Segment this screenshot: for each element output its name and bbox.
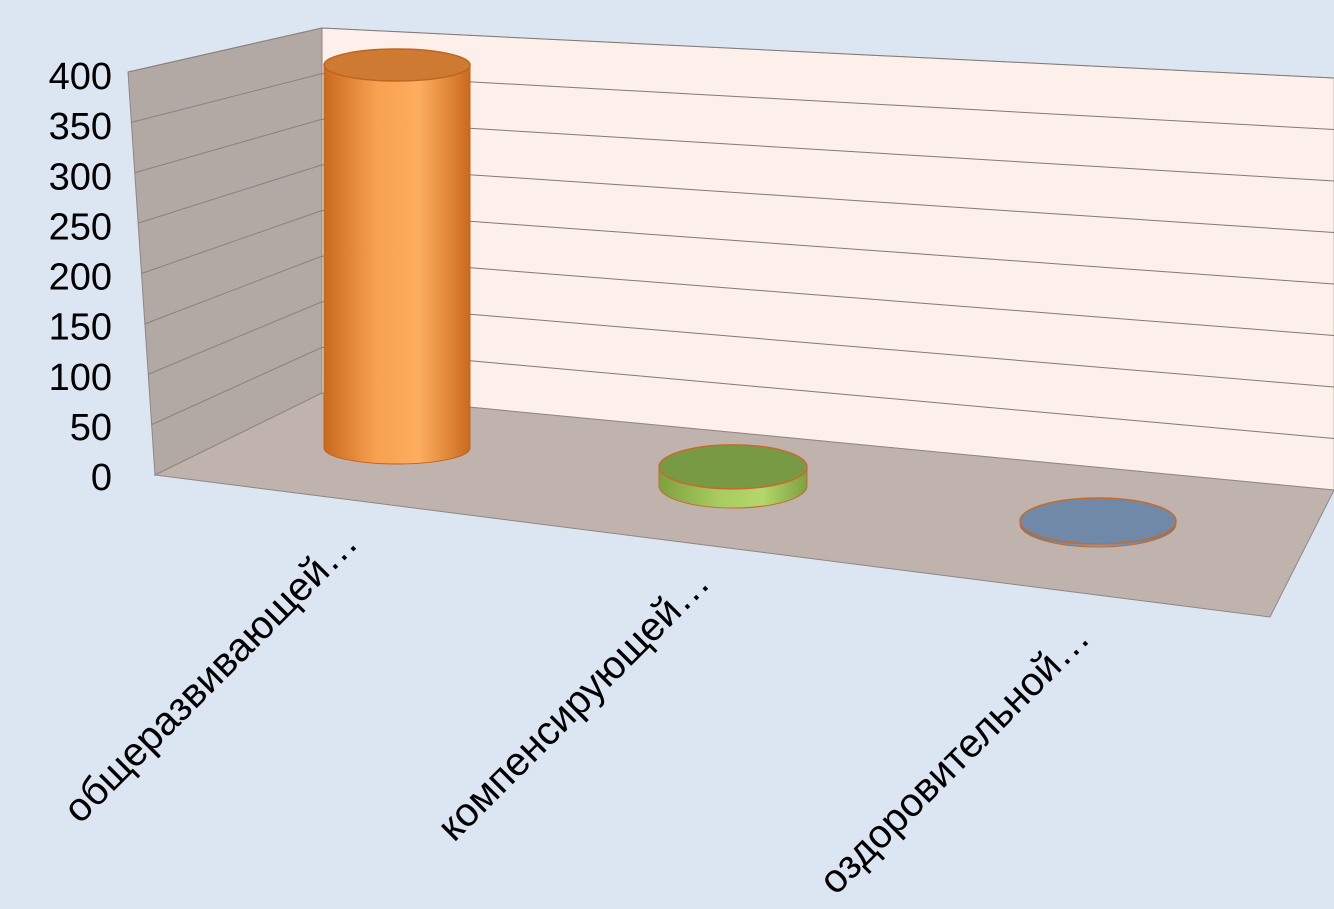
bar-1	[658, 444, 808, 509]
gridline-side	[137, 164, 323, 224]
y-tick-label: 50	[70, 407, 112, 449]
bar-top	[658, 444, 808, 490]
gridline-back	[321, 118, 1334, 182]
bar-0	[323, 48, 471, 465]
gridline-back	[321, 164, 1334, 233]
gridline-side	[127, 27, 323, 73]
bar-2	[1019, 497, 1177, 548]
x-tick-label: оздоровительной…	[811, 615, 1098, 902]
gridline-back	[321, 255, 1334, 336]
y-tick-label: 250	[49, 206, 112, 248]
gridline-side	[141, 210, 323, 274]
y-tick-label: 300	[49, 156, 112, 198]
y-tick-label: 350	[49, 106, 112, 148]
bar-body	[323, 64, 471, 465]
x-tick-label: общеразвивающей…	[55, 520, 366, 831]
bars	[323, 48, 1177, 548]
y-tick-label: 200	[49, 257, 112, 299]
y-tick-label: 100	[49, 357, 112, 399]
gridlines	[127, 27, 1334, 439]
gridline-side	[131, 73, 323, 123]
gridline-side	[151, 346, 323, 426]
gridline-back	[321, 73, 1334, 130]
x-tick-label: компенсирующей…	[429, 560, 718, 849]
bar-top	[1019, 497, 1177, 545]
gridline-side	[134, 118, 323, 174]
y-tick-label: 400	[49, 56, 112, 98]
gridline-back	[321, 346, 1334, 439]
gridline-side	[148, 301, 323, 375]
x-axis-labels: общеразвивающей… компенсирующей… оздоровит…	[55, 520, 1098, 902]
y-tick-label: 0	[91, 457, 112, 499]
gridline-side	[144, 255, 323, 325]
gridline-back	[321, 301, 1334, 388]
y-tick-label: 150	[49, 307, 112, 349]
bar-top	[323, 48, 471, 82]
gridline-back	[321, 27, 1334, 79]
y-axis-ticks: 0 50 100 150 200 250 300 350 400	[49, 56, 112, 499]
gridline-back	[321, 210, 1334, 285]
